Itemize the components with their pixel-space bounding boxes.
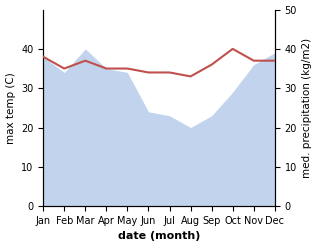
Y-axis label: max temp (C): max temp (C): [5, 72, 16, 144]
X-axis label: date (month): date (month): [118, 231, 200, 242]
Y-axis label: med. precipitation (kg/m2): med. precipitation (kg/m2): [302, 38, 313, 178]
